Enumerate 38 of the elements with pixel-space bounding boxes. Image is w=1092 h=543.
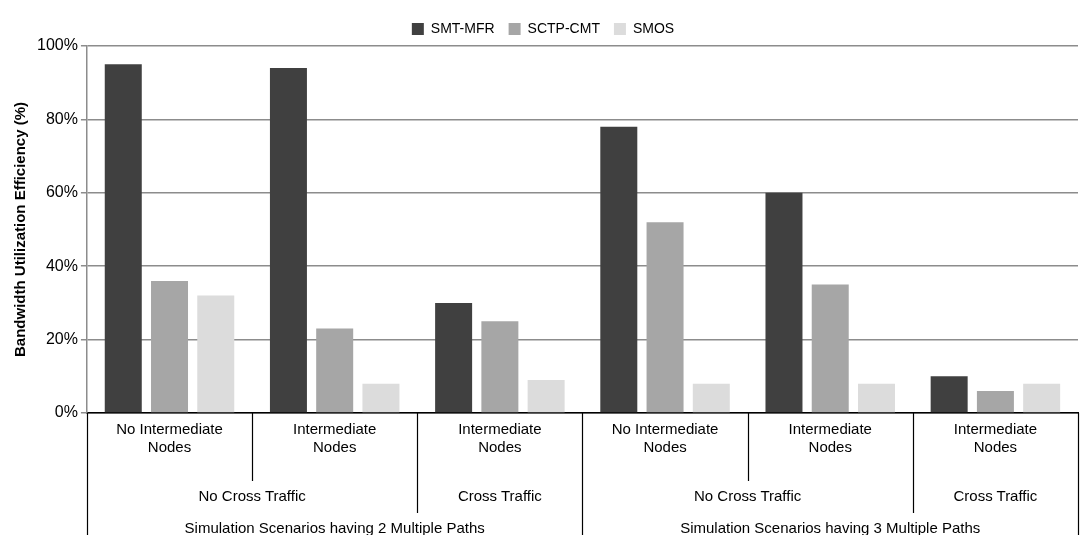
- x-tick-label: No Intermediate Nodes: [611, 420, 719, 456]
- x-tick-label: No Intermediate Nodes: [116, 420, 223, 456]
- text: Cross Traffic: [457, 487, 543, 505]
- legend-label: SCTP-CMT: [527, 19, 601, 36]
- x-tick-label: Intermediate Nodes: [953, 420, 1038, 456]
- bar: [104, 64, 142, 413]
- y-tick-label: 80%: [45, 109, 78, 127]
- bar: [527, 379, 565, 413]
- bar: [269, 68, 307, 413]
- legend-label: SMT-MFR: [430, 19, 495, 36]
- bar: [692, 383, 730, 413]
- bar: [857, 383, 895, 413]
- y-tick-label: 60%: [45, 183, 78, 201]
- bar: [316, 328, 354, 413]
- y-tick-label: 40%: [45, 256, 78, 274]
- bar: [811, 284, 849, 413]
- bar: [930, 376, 968, 413]
- bar: [362, 383, 400, 413]
- text: No Cross Traffic: [198, 487, 307, 505]
- bar: [600, 126, 638, 413]
- x-tick-label: Intermediate Nodes: [458, 420, 542, 456]
- bar: [976, 390, 1014, 413]
- text: No Cross Traffic: [694, 487, 802, 505]
- bar: [765, 192, 803, 413]
- bar: [646, 222, 684, 413]
- bar: [435, 302, 473, 413]
- text: Cross Traffic: [953, 487, 1038, 505]
- bar: [197, 295, 235, 413]
- x-tick-label: Intermediate Nodes: [293, 420, 377, 456]
- bar: [481, 321, 519, 413]
- x-tick-label: Intermediate Nodes: [788, 420, 872, 456]
- bar: [1023, 383, 1061, 413]
- legend-label: SMOS: [632, 19, 675, 36]
- y-axis-title: Bandwidth Utilization Efficiency (%): [11, 101, 29, 358]
- y-tick-label: 0%: [54, 403, 78, 421]
- y-tick-label: 100%: [37, 36, 78, 54]
- bar: [151, 280, 189, 413]
- y-tick-label: 20%: [45, 330, 78, 348]
